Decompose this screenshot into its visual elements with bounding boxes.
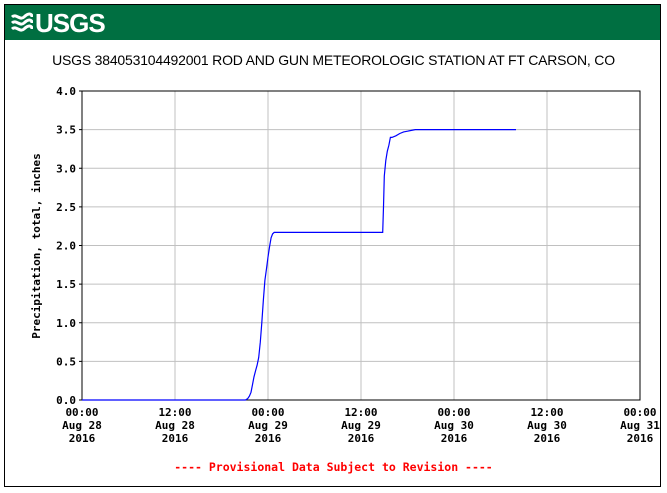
y-tick-label: 2.5 xyxy=(56,201,76,214)
chart-title: USGS 384053104492001 ROD AND GUN METEORO… xyxy=(52,52,615,68)
usgs-logo[interactable]: USGS xyxy=(11,7,106,38)
y-tick-label: 0.0 xyxy=(56,394,76,407)
x-tick-label: Aug 30 xyxy=(434,419,474,432)
x-tick-label: 00:00 xyxy=(65,406,98,419)
y-tick-label: 1.5 xyxy=(56,278,76,291)
x-tick-label: 2016 xyxy=(441,432,468,445)
x-tick-label: Aug 28 xyxy=(62,419,102,432)
y-tick-label: 1.0 xyxy=(56,317,76,330)
x-tick-label: Aug 29 xyxy=(248,419,288,432)
x-tick-label: 2016 xyxy=(534,432,561,445)
usgs-wave-icon xyxy=(11,12,33,32)
x-tick-label: 2016 xyxy=(627,432,654,445)
y-tick-label: 4.0 xyxy=(56,85,76,98)
x-tick-label: 2016 xyxy=(162,432,189,445)
y-tick-label: 2.0 xyxy=(56,240,76,253)
y-axis-ticks: 0.0 0.5 1.0 1.5 2.0 2.5 3.0 3.5 4.0 xyxy=(56,85,82,407)
x-tick-label: Aug 30 xyxy=(527,419,567,432)
x-tick-label: 2016 xyxy=(69,432,96,445)
x-tick-label: 2016 xyxy=(255,432,282,445)
y-axis-label: Precipitation, total, inches xyxy=(30,153,43,338)
x-tick-label: Aug 28 xyxy=(155,419,195,432)
grid-lines xyxy=(82,90,640,401)
provisional-data-note: ---- Provisional Data Subject to Revisio… xyxy=(174,460,493,474)
x-tick-label: 12:00 xyxy=(158,406,191,419)
x-tick-label: 00:00 xyxy=(623,406,656,419)
x-tick-label: 2016 xyxy=(348,432,375,445)
y-tick-label: 3.5 xyxy=(56,124,76,137)
x-tick-label: 00:00 xyxy=(251,406,284,419)
x-tick-label: Aug 29 xyxy=(341,419,381,432)
precipitation-series-line xyxy=(82,129,516,401)
usgs-logo-text: USGS xyxy=(35,7,106,38)
header-banner: USGS xyxy=(5,5,660,40)
x-tick-label: Aug 31 xyxy=(620,419,660,432)
x-tick-label: 12:00 xyxy=(344,406,377,419)
x-tick-label: 00:00 xyxy=(437,406,470,419)
y-tick-label: 0.5 xyxy=(56,355,76,368)
x-tick-label: 12:00 xyxy=(530,406,563,419)
y-tick-label: 3.0 xyxy=(56,162,76,175)
